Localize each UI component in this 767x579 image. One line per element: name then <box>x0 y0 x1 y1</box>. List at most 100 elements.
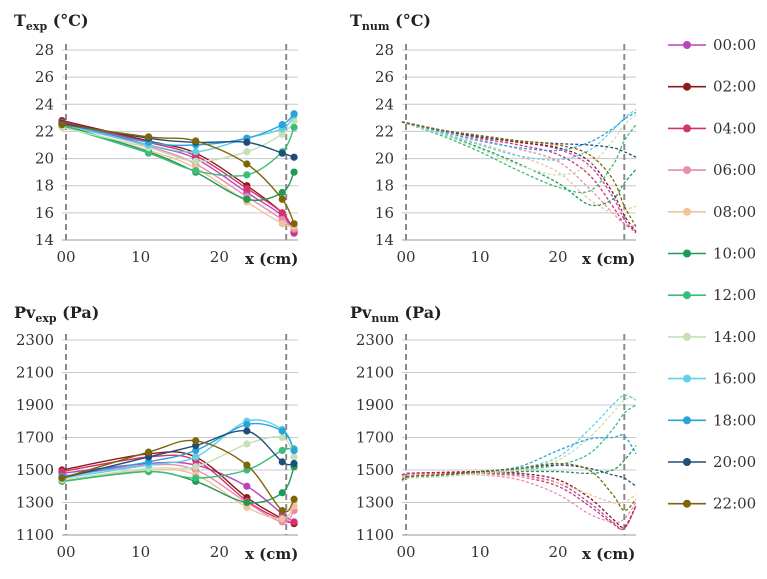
data-point <box>278 130 286 138</box>
y-tick-label: 1100 <box>356 526 394 544</box>
y-tick-label: 1900 <box>16 396 54 414</box>
y-tick-label: 1700 <box>356 429 394 447</box>
legend-swatch-marker <box>683 41 691 49</box>
legend-swatch-marker <box>683 249 691 258</box>
panel-t-exp: Texp (°C) 14 16 18 20 22 24 26 28 00 10 20 x (cm) <box>14 11 298 268</box>
series-line-2200 <box>401 462 637 512</box>
legend-label: 02:00 <box>713 78 756 96</box>
x-tick-label: 20 <box>548 543 567 561</box>
y-tick-label: 14 <box>35 231 54 249</box>
legend-item-1600: 16:00 <box>668 370 756 388</box>
data-point <box>278 188 286 197</box>
legend-swatch-marker <box>683 332 691 341</box>
series-line-1600 <box>401 109 637 161</box>
legend-label: 22:00 <box>713 495 756 513</box>
data-point <box>144 149 153 157</box>
y-tick-label: 16 <box>35 204 54 222</box>
y-tick-label: 28 <box>375 41 394 59</box>
panel-title-pv-num: Pvnum (Pa) <box>350 303 442 325</box>
legend-swatch-marker <box>683 374 691 383</box>
y-tick-label: 1100 <box>16 526 54 544</box>
data-point <box>144 133 153 141</box>
series-line-0000 <box>401 121 637 234</box>
series-line-1400 <box>401 114 637 176</box>
panel-pv-num: Pvnum (Pa) 1100 1300 1500 1700 1900 2100 2300 0… <box>350 303 637 563</box>
data-point <box>290 459 298 468</box>
data-point <box>278 446 286 455</box>
x-tick-label: 20 <box>210 248 229 266</box>
panel-t-num: Tnum (°C) 14 16 18 20 22 24 26 28 00 10 20 x (cm) <box>350 11 637 268</box>
legend-label: 12:00 <box>713 286 756 304</box>
y-tick-label: 26 <box>35 68 54 86</box>
legend-swatch-marker <box>683 166 691 175</box>
y-tick-label: 20 <box>35 150 54 168</box>
legend-swatch-marker <box>683 124 691 133</box>
data-point <box>192 474 200 482</box>
data-point <box>243 184 251 193</box>
series-line-0600 <box>401 473 637 523</box>
legend-label: 16:00 <box>713 370 756 388</box>
legend-swatch-marker <box>683 499 691 508</box>
y-tick-label: 14 <box>375 231 394 249</box>
data-point <box>278 433 286 442</box>
legend-item-2200: 22:00 <box>668 495 756 513</box>
data-point <box>243 138 251 146</box>
legend-swatch-marker <box>683 416 691 425</box>
data-point <box>290 453 298 461</box>
data-point <box>243 482 251 490</box>
panel-title-t-exp: Texp (°C) <box>14 11 89 33</box>
legend-swatch-marker <box>683 291 691 300</box>
data-point <box>290 518 298 526</box>
legend-item-0400: 04:00 <box>668 119 756 137</box>
y-tick-label: 2300 <box>16 331 54 349</box>
data-point <box>243 195 251 203</box>
data-point <box>278 121 286 129</box>
data-point <box>192 453 200 461</box>
legend-item-0600: 06:00 <box>668 161 756 179</box>
data-point <box>192 437 200 445</box>
legend-label: 04:00 <box>713 119 756 137</box>
legend-item-1000: 10:00 <box>668 245 756 263</box>
x-axis-label: x (cm) <box>582 545 635 563</box>
x-tick-label: 00 <box>396 248 415 266</box>
data-point <box>278 507 286 515</box>
data-point <box>243 160 251 168</box>
y-tick-label: 2100 <box>16 364 54 382</box>
legend-item-0000: 00:00 <box>668 36 756 54</box>
data-point <box>278 195 286 203</box>
data-point <box>243 148 251 156</box>
y-tick-label: 26 <box>375 68 394 86</box>
series-line-1000 <box>61 466 295 504</box>
data-point <box>243 440 251 448</box>
data-point <box>58 474 66 482</box>
data-point <box>192 137 200 145</box>
legend-item-1200: 12:00 <box>668 286 756 304</box>
series-line-2200 <box>401 121 637 227</box>
y-tick-label: 24 <box>375 95 394 113</box>
legend-label: 00:00 <box>713 36 756 54</box>
data-point <box>58 121 66 129</box>
x-tick-label: 10 <box>470 248 489 266</box>
series-line-0800 <box>401 121 637 215</box>
y-tick-label: 18 <box>375 177 394 195</box>
series-line-1200 <box>401 121 637 194</box>
y-tick-label: 1300 <box>16 494 54 512</box>
data-point <box>278 489 286 497</box>
y-tick-label: 1500 <box>356 461 394 479</box>
data-point <box>192 463 200 471</box>
panel-title-pv-exp: Pvexp (Pa) <box>14 303 99 325</box>
series-line-1800 <box>401 111 637 152</box>
series-line-0200 <box>401 121 637 233</box>
legend-label: 18:00 <box>713 411 756 429</box>
x-tick-label: 00 <box>56 248 75 266</box>
y-tick-label: 1300 <box>356 494 394 512</box>
legend-item-1400: 14:00 <box>668 328 756 346</box>
legend-item-1800: 18:00 <box>668 411 756 429</box>
panel-pv-exp: Pvexp (Pa) 1100 1300 1500 1700 1900 2100 2300 0… <box>14 303 298 563</box>
series-line-0800 <box>401 474 637 505</box>
data-point <box>290 495 298 503</box>
data-point <box>144 448 153 456</box>
data-point <box>243 427 251 435</box>
data-point <box>290 220 298 228</box>
